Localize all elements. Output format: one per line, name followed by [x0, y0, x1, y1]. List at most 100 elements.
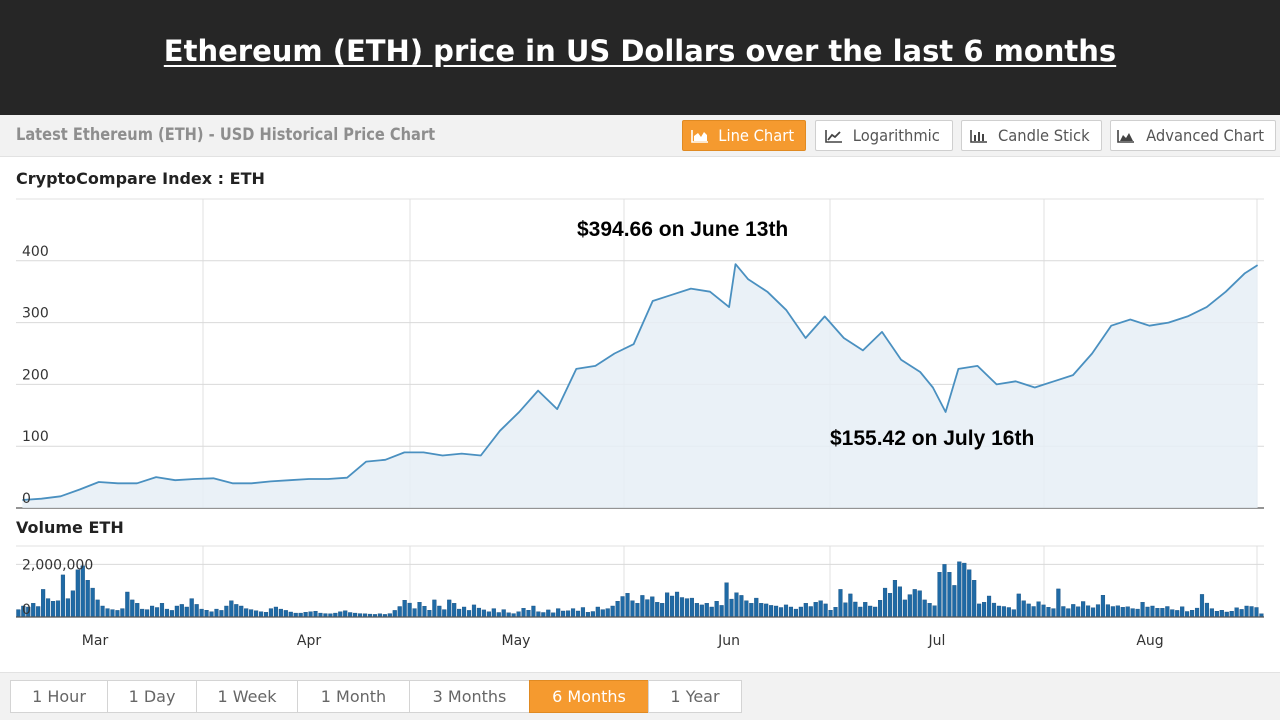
volume-bar-144 — [729, 598, 734, 618]
range-6-months[interactable]: 6 Months — [529, 680, 649, 713]
volume-bar-89 — [457, 608, 462, 618]
volume-bar-114 — [580, 607, 586, 618]
volume-bar-209 — [1051, 608, 1056, 618]
volume-bar-199 — [1001, 606, 1006, 618]
volume-bar-205 — [1031, 606, 1036, 618]
volume-bar-216 — [1086, 605, 1091, 618]
price-line[interactable] — [22, 263, 1259, 501]
volume-bar-163 — [823, 603, 828, 618]
banner-title: Ethereum (ETH) price in US Dollars over … — [163, 34, 1117, 68]
volume-bar-244 — [1224, 611, 1229, 618]
volume-bar-173 — [873, 606, 878, 618]
volume-bar-217 — [1090, 607, 1096, 618]
chart-heading: Latest Ethereum (ETH) - USD Historical P… — [16, 125, 436, 145]
volume-bar-37 — [199, 608, 204, 618]
volume-bar-211 — [1061, 606, 1066, 618]
line-chart-button[interactable]: Line Chart — [682, 120, 806, 151]
range-1-day[interactable]: 1 Day — [107, 680, 197, 713]
volume-bar-139 — [704, 603, 709, 618]
range-1-hour[interactable]: 1 Hour — [10, 680, 108, 713]
volume-bar-119 — [605, 608, 610, 618]
volume-bar-189 — [952, 585, 957, 618]
volume-bar-58 — [303, 612, 308, 618]
volume-bar-125 — [635, 603, 640, 618]
volume-bar-191 — [962, 562, 967, 618]
volume-bar-198 — [996, 605, 1002, 618]
volume-bar-124 — [630, 600, 635, 618]
volume-bar-34 — [184, 606, 189, 618]
volume-bar-196 — [986, 595, 992, 618]
volume-bar-232 — [1165, 606, 1170, 618]
volume-bar-188 — [947, 572, 952, 618]
mountain-chart-icon — [1117, 129, 1134, 143]
volume-bar-249 — [1249, 606, 1254, 618]
volume-bar-43 — [229, 600, 234, 618]
volume-bar-26 — [145, 609, 150, 618]
volume-bar-171 — [863, 602, 868, 618]
range-1-week[interactable]: 1 Week — [196, 680, 298, 713]
x-tick-may: May — [502, 633, 531, 649]
volume-bar-38 — [204, 610, 209, 618]
range-3-months[interactable]: 3 Months — [409, 680, 530, 713]
volume-bar-236 — [1185, 611, 1190, 618]
volume-bar-108 — [551, 612, 556, 618]
volume-bar-65 — [338, 611, 343, 618]
volume-bar-105 — [536, 611, 541, 618]
volume-bar-225 — [1130, 608, 1135, 618]
volume-bar-128 — [650, 596, 655, 618]
volume-bar-127 — [645, 599, 650, 618]
volume-bar-98 — [501, 609, 506, 618]
volume-bar-130 — [660, 603, 665, 618]
volume-bar-177 — [892, 580, 898, 618]
volume-bar-179 — [902, 599, 907, 618]
range-1-month[interactable]: 1 Month — [297, 680, 410, 713]
volume-bar-141 — [714, 601, 719, 618]
volume-bar-9 — [60, 574, 66, 618]
line-chart-label: Line Chart — [718, 126, 794, 145]
volume-bar-84 — [432, 599, 437, 618]
logarithmic-button[interactable]: Logarithmic — [815, 120, 953, 151]
volume-bar-222 — [1115, 605, 1120, 618]
volume-bar-49 — [258, 611, 264, 618]
advanced-chart-button[interactable]: Advanced Chart — [1110, 120, 1276, 151]
volume-bar-182 — [917, 590, 922, 618]
volume-bar-79 — [407, 602, 412, 618]
volume-bar-123 — [625, 593, 630, 618]
range-1-year[interactable]: 1 Year — [648, 680, 742, 713]
volume-bar-208 — [1046, 607, 1051, 618]
volume-bar-113 — [575, 610, 581, 618]
price-y-tick-4: 400 — [22, 244, 49, 260]
candle-stick-button[interactable]: Candle Stick — [961, 120, 1102, 151]
volume-bar-246 — [1234, 607, 1239, 618]
volume-bar-230 — [1155, 608, 1160, 618]
volume-bar-194 — [977, 603, 982, 618]
volume-bar-187 — [942, 564, 947, 618]
volume-bar-166 — [838, 589, 843, 618]
volume-bar-25 — [140, 608, 145, 618]
volume-bar-162 — [818, 600, 823, 618]
candle-stick-label: Candle Stick — [997, 126, 1090, 145]
volume-bar-136 — [689, 597, 694, 618]
volume-bar-50 — [263, 612, 269, 618]
volume-bar-137 — [694, 603, 699, 618]
volume-bar-239 — [1199, 594, 1205, 618]
volume-y-tick-0: 0 — [22, 602, 31, 618]
volume-bar-152 — [769, 605, 774, 618]
volume-bar-131 — [665, 592, 670, 618]
volume-bar-190 — [957, 561, 962, 618]
price-chart[interactable]: 0 100 200 300 400 0 2,000,000 Mar Apr May Jun Jul Au… — [0, 0, 1280, 672]
volume-bar-231 — [1160, 608, 1165, 618]
volume-bar-148 — [749, 603, 754, 618]
volume-bar-202 — [1016, 593, 1021, 618]
bar-chart-icon — [969, 129, 987, 143]
volume-bar-250 — [1254, 607, 1259, 618]
volume-bar-110 — [561, 610, 566, 618]
price-y-tick-1: 100 — [22, 429, 49, 445]
low-annotation: $155.42 on July 16th — [830, 427, 1035, 450]
volume-bar-174 — [878, 600, 883, 618]
volume-bar-167 — [843, 602, 848, 618]
volume-bar-172 — [868, 605, 873, 618]
volume-bar-221 — [1110, 606, 1115, 618]
volume-bar-215 — [1081, 601, 1086, 618]
volume-bar-142 — [719, 605, 724, 618]
